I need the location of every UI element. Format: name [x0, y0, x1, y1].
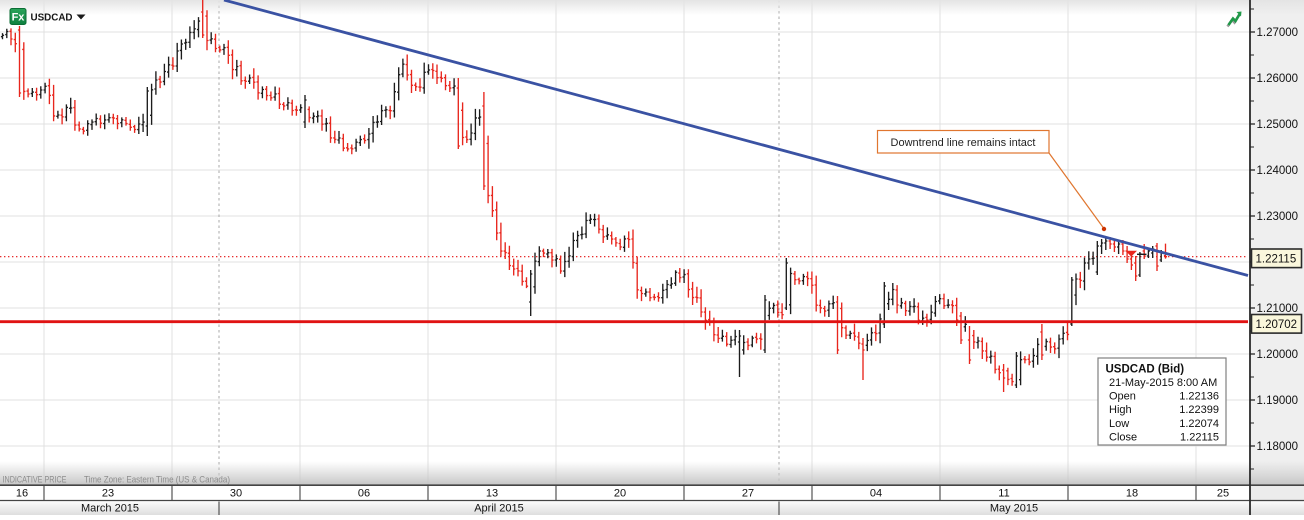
svg-text:Low: Low — [1109, 418, 1129, 430]
svg-text:1.22115: 1.22115 — [1180, 431, 1219, 443]
svg-text:1.25000: 1.25000 — [1257, 119, 1299, 131]
svg-text:18: 18 — [1126, 488, 1138, 500]
svg-text:Time Zone: Eastern Time (US &: Time Zone: Eastern Time (US & Canada) — [84, 475, 230, 486]
svg-text:Downtrend line remains intact: Downtrend line remains intact — [891, 137, 1036, 149]
svg-text:March 2015: March 2015 — [81, 503, 139, 515]
svg-text:1.24000: 1.24000 — [1257, 165, 1299, 177]
svg-text:Fx: Fx — [12, 12, 26, 24]
svg-text:1.20000: 1.20000 — [1257, 349, 1299, 361]
svg-text:11: 11 — [998, 488, 1009, 500]
svg-text:1.22136: 1.22136 — [1179, 391, 1219, 403]
svg-text:04: 04 — [870, 488, 882, 500]
svg-text:23: 23 — [102, 488, 114, 500]
svg-text:1.21000: 1.21000 — [1257, 303, 1299, 315]
svg-text:1.22115: 1.22115 — [1256, 254, 1297, 266]
svg-text:06: 06 — [358, 488, 370, 500]
svg-text:1.23000: 1.23000 — [1257, 211, 1299, 223]
svg-text:13: 13 — [486, 488, 498, 500]
svg-text:1.19000: 1.19000 — [1257, 395, 1299, 407]
svg-text:1.26000: 1.26000 — [1257, 73, 1299, 85]
svg-text:30: 30 — [230, 488, 242, 500]
svg-text:1.27000: 1.27000 — [1257, 27, 1299, 39]
svg-text:16: 16 — [16, 488, 28, 500]
svg-text:Open: Open — [1109, 391, 1136, 403]
svg-text:1.22399: 1.22399 — [1179, 404, 1219, 416]
svg-text:Close: Close — [1109, 431, 1137, 443]
svg-text:27: 27 — [742, 488, 754, 500]
svg-text:May 2015: May 2015 — [990, 503, 1038, 515]
svg-text:25: 25 — [1217, 488, 1229, 500]
svg-text:April 2015: April 2015 — [474, 503, 524, 515]
svg-text:20: 20 — [614, 488, 626, 500]
svg-text:21-May-2015 8:00 AM: 21-May-2015 8:00 AM — [1109, 377, 1217, 389]
svg-text:1.18000: 1.18000 — [1257, 441, 1299, 453]
svg-text:1.22074: 1.22074 — [1179, 418, 1219, 430]
svg-text:INDICATIVE PRICE: INDICATIVE PRICE — [3, 475, 67, 486]
svg-text:USDCAD (Bid): USDCAD (Bid) — [1106, 364, 1185, 376]
svg-text:1.20702: 1.20702 — [1256, 319, 1298, 331]
svg-text:USDCAD: USDCAD — [31, 11, 73, 23]
svg-text:High: High — [1109, 404, 1132, 416]
